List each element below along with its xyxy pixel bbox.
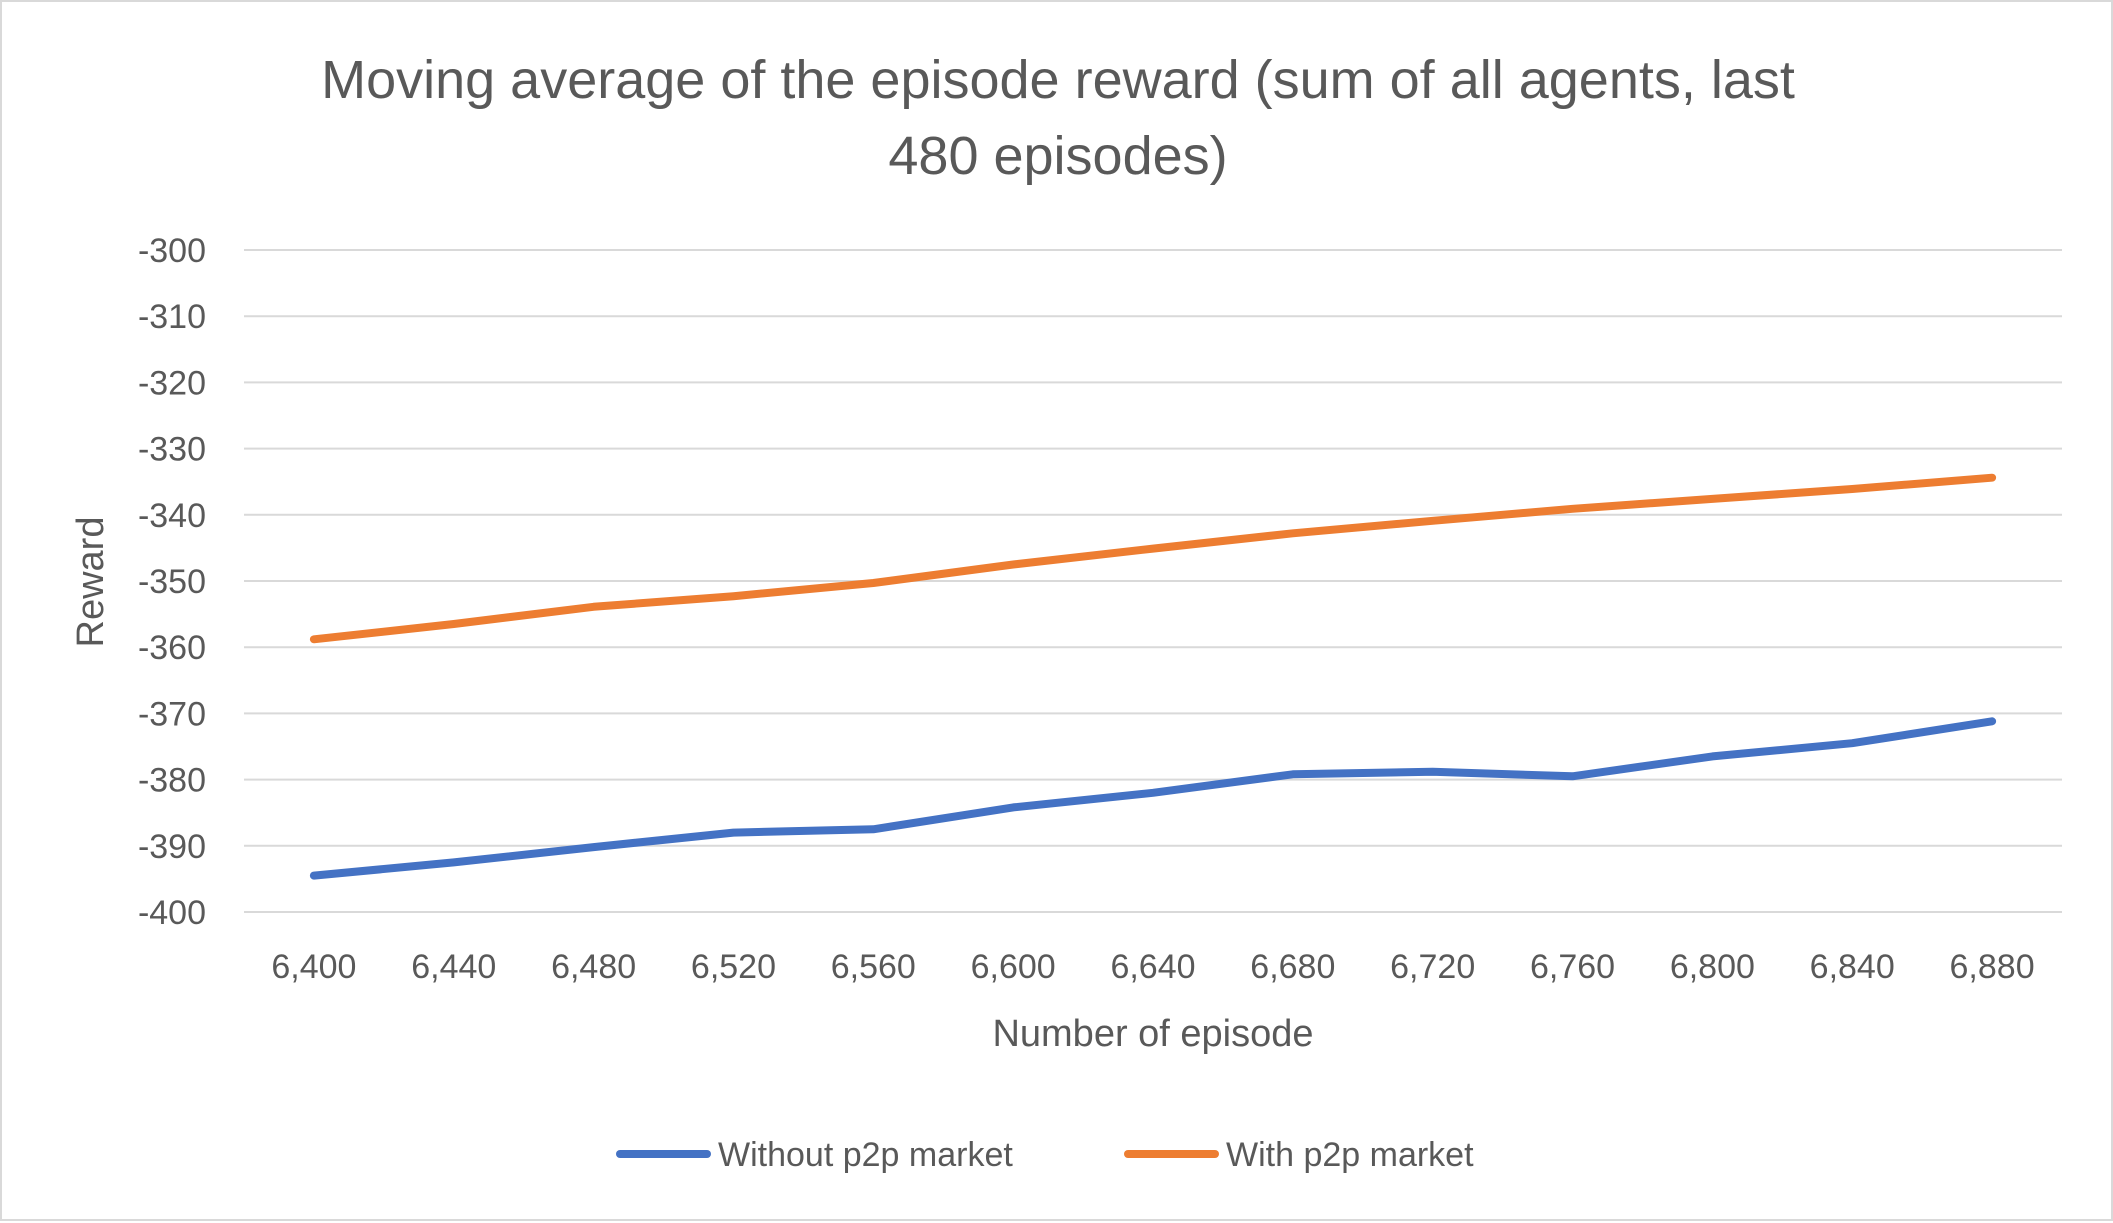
y-axis-title: Reward — [70, 517, 112, 648]
y-tick-label: -310 — [138, 298, 206, 336]
x-tick-label: 6,800 — [1670, 948, 1755, 986]
x-tick-label: 6,520 — [691, 948, 776, 986]
y-tick-label: -370 — [138, 695, 206, 733]
y-tick-label: -300 — [138, 232, 206, 270]
x-tick-label: 6,840 — [1810, 948, 1895, 986]
y-tick-label: -350 — [138, 563, 206, 601]
x-tick-label: 6,880 — [1950, 948, 2035, 986]
x-tick-label: 6,760 — [1530, 948, 1615, 986]
series-line-without-p2p-market — [309, 717, 1997, 880]
y-tick-label: -330 — [138, 431, 206, 469]
x-tick-label: 6,440 — [411, 948, 496, 986]
chart-title: Moving average of the episode reward (su… — [321, 50, 1795, 186]
chart-title-line-1: Moving average of the episode reward (su… — [321, 50, 1795, 110]
x-tick-label: 6,560 — [831, 948, 916, 986]
y-tick-label: -400 — [138, 894, 206, 932]
legend-label: Without p2p market — [718, 1136, 1013, 1174]
y-tick-label: -360 — [138, 629, 206, 667]
x-axis-title: Number of episode — [992, 1013, 1313, 1055]
legend-label: With p2p market — [1226, 1136, 1474, 1174]
x-axis-tick-labels: 6,400 6,440 6,480 6,520 6,560 6,600 6,640 6,680… — [271, 948, 2034, 986]
y-tick-label: -340 — [138, 497, 206, 535]
chart-title-line-2: 480 episodes) — [888, 126, 1227, 186]
y-tick-label: -320 — [138, 364, 206, 402]
x-tick-label: 6,400 — [271, 948, 356, 986]
y-tick-label: -380 — [138, 762, 206, 800]
x-tick-label: 6,480 — [551, 948, 636, 986]
x-tick-label: 6,680 — [1250, 948, 1335, 986]
x-tick-label: 6,600 — [971, 948, 1056, 986]
legend: Without p2p market With p2p market — [616, 1136, 1474, 1174]
x-tick-label: 6,720 — [1390, 948, 1475, 986]
x-tick-label: 6,640 — [1110, 948, 1195, 986]
y-tick-label: -390 — [138, 828, 206, 866]
y-axis-tick-labels: -300 -310 -320 -330 -340 -350 -360 -370 -380 -390… — [138, 232, 206, 932]
series-line-with-p2p-market — [309, 473, 1997, 644]
series-lines — [309, 473, 1997, 880]
gridlines — [244, 249, 2062, 913]
